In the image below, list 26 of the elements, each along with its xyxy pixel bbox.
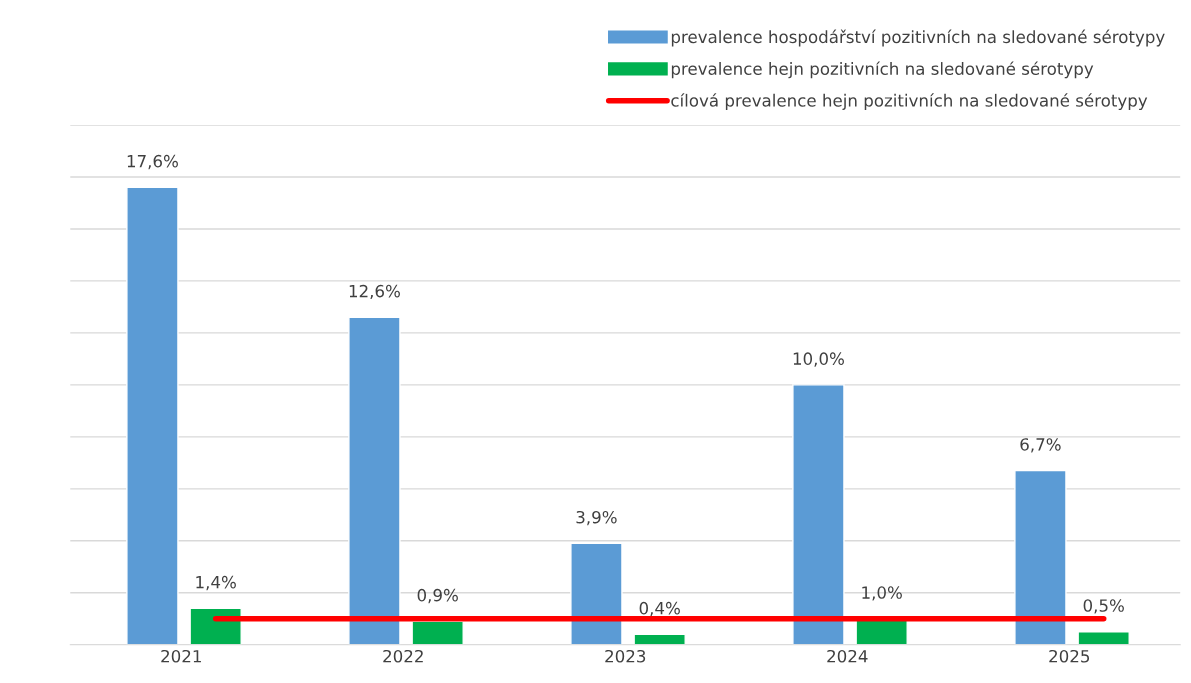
bar	[126, 186, 179, 645]
bar	[1014, 469, 1067, 645]
data-label: 1,0%	[862, 586, 902, 601]
bar	[348, 316, 401, 645]
data-label: 12,6%	[349, 284, 400, 300]
data-label: 1,4%	[196, 575, 236, 591]
bar	[411, 620, 464, 645]
bar	[1077, 631, 1130, 645]
x-tick-label: 2021	[161, 649, 201, 663]
data-label: 0,5%	[1083, 599, 1124, 614]
x-tick-label: 2022	[383, 649, 423, 663]
data-label: 3,9%	[576, 510, 617, 526]
x-tick-label: 2025	[1049, 649, 1090, 663]
data-label: 17,6%	[127, 154, 178, 170]
data-label: 6,7%	[1020, 438, 1061, 453]
data-label: 10,0%	[793, 352, 844, 367]
bar	[792, 384, 845, 645]
x-tick-label: 2023	[605, 649, 646, 663]
data-label: 0,9%	[417, 588, 458, 604]
legend-label: prevalence hospodářství pozitivních na sledované sérotypy	[671, 29, 1165, 47]
bar	[570, 542, 623, 645]
bar	[633, 633, 686, 645]
legend-label: prevalence hejn pozitivních na sledované sérotypy	[671, 61, 1094, 79]
data-label: 0,4%	[639, 601, 680, 617]
legend-label: cílová prevalence hejn pozitivních na sledované sérotypy	[671, 93, 1148, 110]
x-tick-label: 2024	[827, 649, 868, 663]
